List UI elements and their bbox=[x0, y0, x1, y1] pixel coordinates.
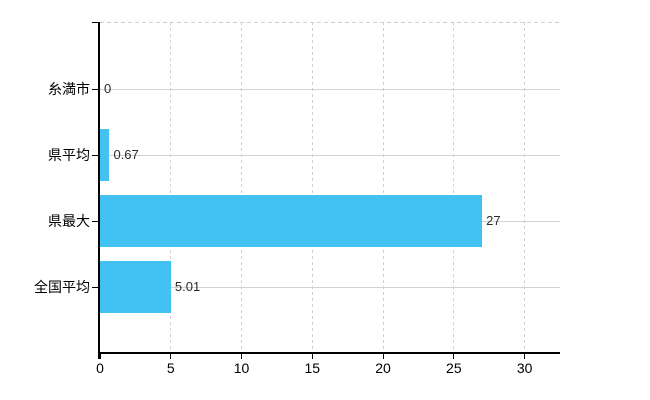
x-axis-line bbox=[98, 352, 560, 354]
x-tick-label: 20 bbox=[375, 360, 391, 376]
h-gridline bbox=[100, 286, 560, 288]
plot-top-border bbox=[100, 22, 560, 23]
bar bbox=[100, 261, 171, 313]
category-label: 全国平均 bbox=[34, 279, 90, 295]
y-tick bbox=[92, 88, 99, 90]
v-gridline bbox=[524, 22, 526, 352]
bar bbox=[100, 129, 110, 181]
v-gridline bbox=[453, 22, 455, 352]
h-gridline bbox=[100, 88, 560, 90]
category-label: 糸満市 bbox=[48, 81, 90, 97]
y-tick bbox=[92, 220, 99, 222]
y-axis-line bbox=[98, 22, 100, 359]
bar-value-label: 0.67 bbox=[113, 147, 139, 162]
v-gridline bbox=[241, 22, 243, 352]
x-tick bbox=[382, 354, 384, 359]
v-gridline bbox=[382, 22, 384, 352]
x-tick-label: 15 bbox=[304, 360, 321, 376]
x-tick bbox=[453, 354, 455, 359]
x-tick-label: 10 bbox=[233, 360, 250, 376]
x-tick-label: 25 bbox=[446, 360, 462, 376]
x-tick-label: 30 bbox=[516, 360, 533, 376]
x-tick-label: 5 bbox=[166, 360, 175, 376]
bar-value-label: 27 bbox=[486, 213, 501, 228]
x-tick bbox=[99, 354, 101, 359]
category-label: 県最大 bbox=[48, 213, 90, 229]
x-tick bbox=[524, 354, 526, 359]
x-tick-label: 0 bbox=[96, 360, 104, 376]
x-tick bbox=[170, 354, 172, 359]
y-tick bbox=[92, 286, 99, 288]
category-label: 県平均 bbox=[48, 147, 90, 163]
bar bbox=[100, 195, 483, 247]
x-tick bbox=[311, 354, 313, 359]
v-gridline bbox=[170, 22, 172, 352]
h-gridline bbox=[100, 154, 560, 156]
bar-value-label: 5.01 bbox=[174, 279, 201, 294]
v-gridline bbox=[311, 22, 313, 352]
y-axis-top-tick bbox=[92, 22, 99, 23]
y-tick bbox=[92, 154, 99, 156]
plot-area: 0 0.67 27 5.01 bbox=[100, 22, 560, 352]
bar-value-label: 0 bbox=[104, 81, 112, 96]
x-tick bbox=[241, 354, 243, 359]
